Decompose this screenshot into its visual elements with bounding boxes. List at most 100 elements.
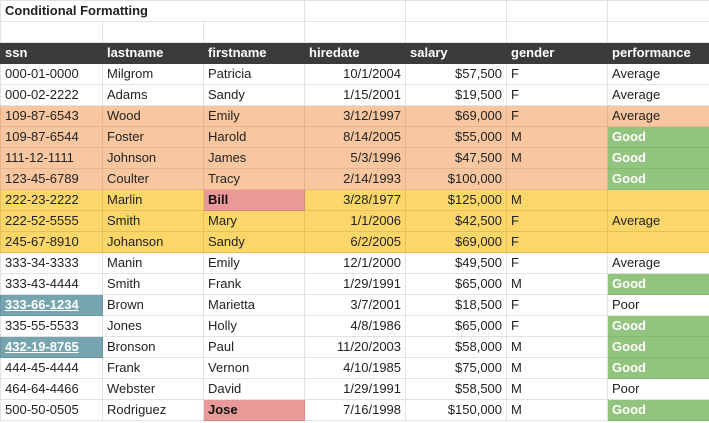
cell-gender[interactable]: F (506, 315, 609, 337)
cell-lastname[interactable]: Jones (101, 315, 205, 337)
cell-firstname[interactable]: Emily (203, 252, 306, 274)
column-header-firstname[interactable]: firstname (203, 42, 306, 64)
cell-ssn[interactable]: 464-64-4466 (0, 378, 103, 400)
cell-performance[interactable]: Good (607, 273, 709, 295)
cell-salary[interactable]: $150,000 (405, 399, 508, 421)
cell-gender[interactable]: F (506, 105, 609, 127)
cell-firstname[interactable]: Sandy (203, 84, 306, 106)
cell-hiredate[interactable]: 1/29/1991 (304, 273, 407, 295)
cell-performance[interactable]: Good (607, 168, 709, 190)
cell-performance[interactable]: Good (607, 336, 709, 358)
cell-salary[interactable]: $18,500 (405, 294, 508, 316)
cell-lastname[interactable]: Wood (101, 105, 205, 127)
cell-lastname[interactable]: Coulter (101, 168, 205, 190)
cell-hiredate[interactable]: 4/10/1985 (304, 357, 407, 379)
cell-firstname[interactable]: Harold (203, 126, 306, 148)
cell-hiredate[interactable]: 7/16/1998 (304, 399, 407, 421)
cell-performance[interactable] (607, 189, 709, 211)
cell-hiredate[interactable]: 3/28/1977 (304, 189, 407, 211)
cell-salary[interactable]: $57,500 (405, 63, 508, 85)
cell[interactable] (405, 0, 508, 22)
cell-lastname[interactable]: Smith (101, 210, 205, 232)
cell-performance[interactable]: Average (607, 63, 709, 85)
cell[interactable] (203, 21, 306, 43)
cell-ssn[interactable]: 432-19-8765 (0, 336, 103, 358)
cell-firstname[interactable]: Paul (203, 336, 306, 358)
cell-gender[interactable]: M (506, 273, 609, 295)
cell[interactable] (405, 21, 508, 43)
cell[interactable] (203, 0, 306, 22)
cell-performance[interactable]: Good (607, 399, 709, 421)
cell-firstname[interactable]: James (203, 147, 306, 169)
cell-ssn[interactable]: 000-01-0000 (0, 63, 103, 85)
cell-salary[interactable]: $75,000 (405, 357, 508, 379)
cell-hiredate[interactable]: 1/29/1991 (304, 378, 407, 400)
cell-ssn[interactable]: 333-34-3333 (0, 252, 103, 274)
cell[interactable] (506, 0, 609, 22)
cell-salary[interactable]: $58,000 (405, 336, 508, 358)
cell-firstname[interactable]: Jose (203, 399, 306, 421)
column-header-ssn[interactable]: ssn (0, 42, 103, 64)
cell-lastname[interactable]: Marlin (101, 189, 205, 211)
cell-firstname[interactable]: Tracy (203, 168, 306, 190)
cell-firstname[interactable]: Sandy (203, 231, 306, 253)
cell-hiredate[interactable]: 10/1/2004 (304, 63, 407, 85)
cell-ssn[interactable]: 333-43-4444 (0, 273, 103, 295)
cell-ssn[interactable]: 109-87-6543 (0, 105, 103, 127)
cell-salary[interactable]: $100,000 (405, 168, 508, 190)
cell-lastname[interactable]: Webster (101, 378, 205, 400)
cell-lastname[interactable]: Milgrom (101, 63, 205, 85)
cell-hiredate[interactable]: 12/1/2000 (304, 252, 407, 274)
cell-lastname[interactable]: Johanson (101, 231, 205, 253)
cell-gender[interactable]: M (506, 336, 609, 358)
cell-salary[interactable]: $49,500 (405, 252, 508, 274)
cell-firstname[interactable]: Emily (203, 105, 306, 127)
sheet-title[interactable]: Conditional Formatting (0, 0, 204, 22)
cell-firstname[interactable]: Patricia (203, 63, 306, 85)
cell-performance[interactable]: Poor (607, 294, 709, 316)
cell-salary[interactable]: $65,000 (405, 273, 508, 295)
cell-hiredate[interactable]: 3/12/1997 (304, 105, 407, 127)
cell-salary[interactable]: $69,000 (405, 231, 508, 253)
cell-performance[interactable]: Average (607, 105, 709, 127)
cell-salary[interactable]: $125,000 (405, 189, 508, 211)
cell-gender[interactable]: F (506, 252, 609, 274)
cell-gender[interactable]: F (506, 63, 609, 85)
cell[interactable] (304, 0, 407, 22)
cell-gender[interactable]: M (506, 189, 609, 211)
cell-lastname[interactable]: Johnson (101, 147, 205, 169)
cell-ssn[interactable]: 222-52-5555 (0, 210, 103, 232)
cell-ssn[interactable]: 444-45-4444 (0, 357, 103, 379)
cell[interactable] (0, 21, 103, 43)
cell-hiredate[interactable]: 11/20/2003 (304, 336, 407, 358)
column-header-salary[interactable]: salary (405, 42, 508, 64)
cell-gender[interactable]: F (506, 210, 609, 232)
cell[interactable] (506, 21, 609, 43)
cell-firstname[interactable]: Frank (203, 273, 306, 295)
cell-performance[interactable]: Good (607, 315, 709, 337)
cell-lastname[interactable]: Foster (101, 126, 205, 148)
cell-lastname[interactable]: Smith (101, 273, 205, 295)
cell-lastname[interactable]: Adams (101, 84, 205, 106)
cell-hiredate[interactable]: 6/2/2005 (304, 231, 407, 253)
cell[interactable] (607, 21, 709, 43)
cell-lastname[interactable]: Brown (101, 294, 205, 316)
cell[interactable] (607, 0, 709, 22)
cell-gender[interactable]: M (506, 378, 609, 400)
cell-ssn[interactable]: 500-50-0505 (0, 399, 103, 421)
cell-performance[interactable]: Average (607, 84, 709, 106)
cell-salary[interactable]: $47,500 (405, 147, 508, 169)
cell-gender[interactable] (506, 168, 609, 190)
cell-firstname[interactable]: Holly (203, 315, 306, 337)
cell-gender[interactable]: M (506, 399, 609, 421)
cell-firstname[interactable]: Marietta (203, 294, 306, 316)
cell[interactable] (304, 21, 407, 43)
cell-gender[interactable]: F (506, 231, 609, 253)
cell-salary[interactable]: $42,500 (405, 210, 508, 232)
cell-gender[interactable]: M (506, 147, 609, 169)
cell-firstname[interactable]: Bill (203, 189, 306, 211)
cell-salary[interactable]: $69,000 (405, 105, 508, 127)
column-header-gender[interactable]: gender (506, 42, 609, 64)
cell-ssn[interactable]: 000-02-2222 (0, 84, 103, 106)
cell-gender[interactable]: F (506, 84, 609, 106)
